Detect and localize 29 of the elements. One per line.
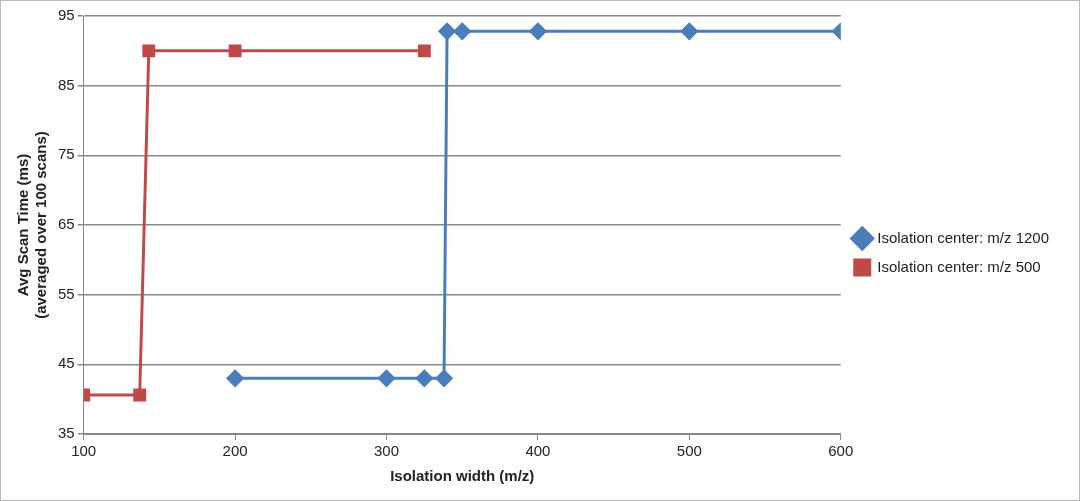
y-tick-label: 45 <box>58 354 75 372</box>
point <box>133 388 147 402</box>
point <box>226 369 244 387</box>
point <box>142 44 156 58</box>
y-axis-title: Avg Scan Time (ms) (averaged over 100 scans) <box>14 131 50 319</box>
y-tick-label: 55 <box>58 284 75 302</box>
y-tick-label: 85 <box>58 75 75 93</box>
point <box>438 22 456 40</box>
legend-label: Isolation center: m/z 500 <box>877 257 1041 275</box>
x-tick-label: 100 <box>71 442 97 460</box>
point <box>529 22 547 40</box>
point <box>228 44 242 58</box>
legend-label: Isolation center: m/z 1200 <box>877 228 1050 246</box>
point <box>435 369 453 387</box>
x-tick-label: 200 <box>222 442 248 460</box>
x-axis-title: Isolation width (m/z) <box>390 467 535 485</box>
y-tick-label: 65 <box>58 215 75 233</box>
point <box>415 369 433 387</box>
x-tick-label: 600 <box>828 442 854 460</box>
x-tick-label: 300 <box>373 442 400 460</box>
point <box>417 44 431 58</box>
point <box>680 22 698 40</box>
y-tick-label: 95 <box>58 6 75 24</box>
x-tick-label: 400 <box>525 442 551 460</box>
x-tick-label: 500 <box>676 442 702 460</box>
point <box>453 22 471 40</box>
y-tick-label: 75 <box>58 145 75 163</box>
y-tick-label: 35 <box>58 424 75 442</box>
point <box>378 369 396 387</box>
